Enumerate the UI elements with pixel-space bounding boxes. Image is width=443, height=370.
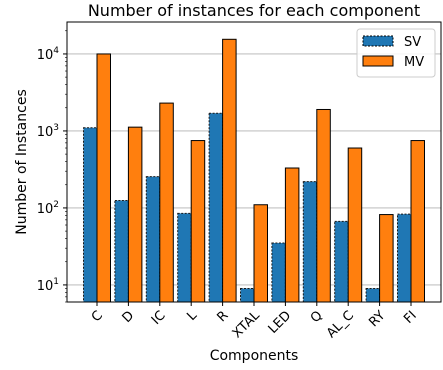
bar-mv-c	[96, 53, 111, 303]
bar-mv-ry	[379, 214, 394, 303]
bar-mv-al-c	[347, 147, 363, 303]
legend-swatch-sv	[362, 35, 394, 47]
bar-sv-al-c	[334, 220, 349, 303]
bar-sv-q	[302, 181, 318, 303]
bar-mv-fi	[410, 140, 425, 303]
bar-sv-ic	[145, 176, 161, 303]
y-tick-label: 104	[37, 46, 60, 63]
bar-mv-d	[127, 126, 143, 303]
y-axis-ticks: 101 102 103 104	[37, 30, 67, 303]
bar-sv-r	[208, 112, 224, 303]
y-tick-label: 102	[37, 200, 59, 217]
legend: SV MV	[356, 28, 436, 78]
bar-mv-xtal	[253, 204, 268, 303]
bar-mv-led	[284, 167, 300, 303]
bar-mv-r	[222, 38, 237, 303]
bar-sv-xtal	[240, 287, 255, 303]
bar-sv-fi	[397, 213, 412, 303]
y-axis-label: Number of Instances	[14, 89, 30, 234]
bar-mv-ic	[159, 102, 174, 303]
x-axis-label: Components	[210, 348, 299, 364]
bar-sv-c	[83, 127, 98, 303]
bar-sv-l	[177, 212, 192, 303]
legend-label-sv: SV	[404, 35, 421, 50]
bar-sv-ry	[365, 287, 381, 303]
y-tick-label: 101	[37, 277, 59, 294]
y-tick-label: 103	[37, 123, 59, 140]
bar-mv-q	[316, 108, 331, 303]
bar-sv-led	[271, 242, 286, 303]
bar-sv-d	[114, 199, 129, 303]
chart-title: Number of instances for each component	[88, 1, 420, 20]
bar-mv-l	[190, 140, 206, 303]
legend-label-mv: MV	[404, 55, 424, 70]
legend-swatch-mv	[362, 55, 394, 67]
bars	[83, 38, 425, 303]
